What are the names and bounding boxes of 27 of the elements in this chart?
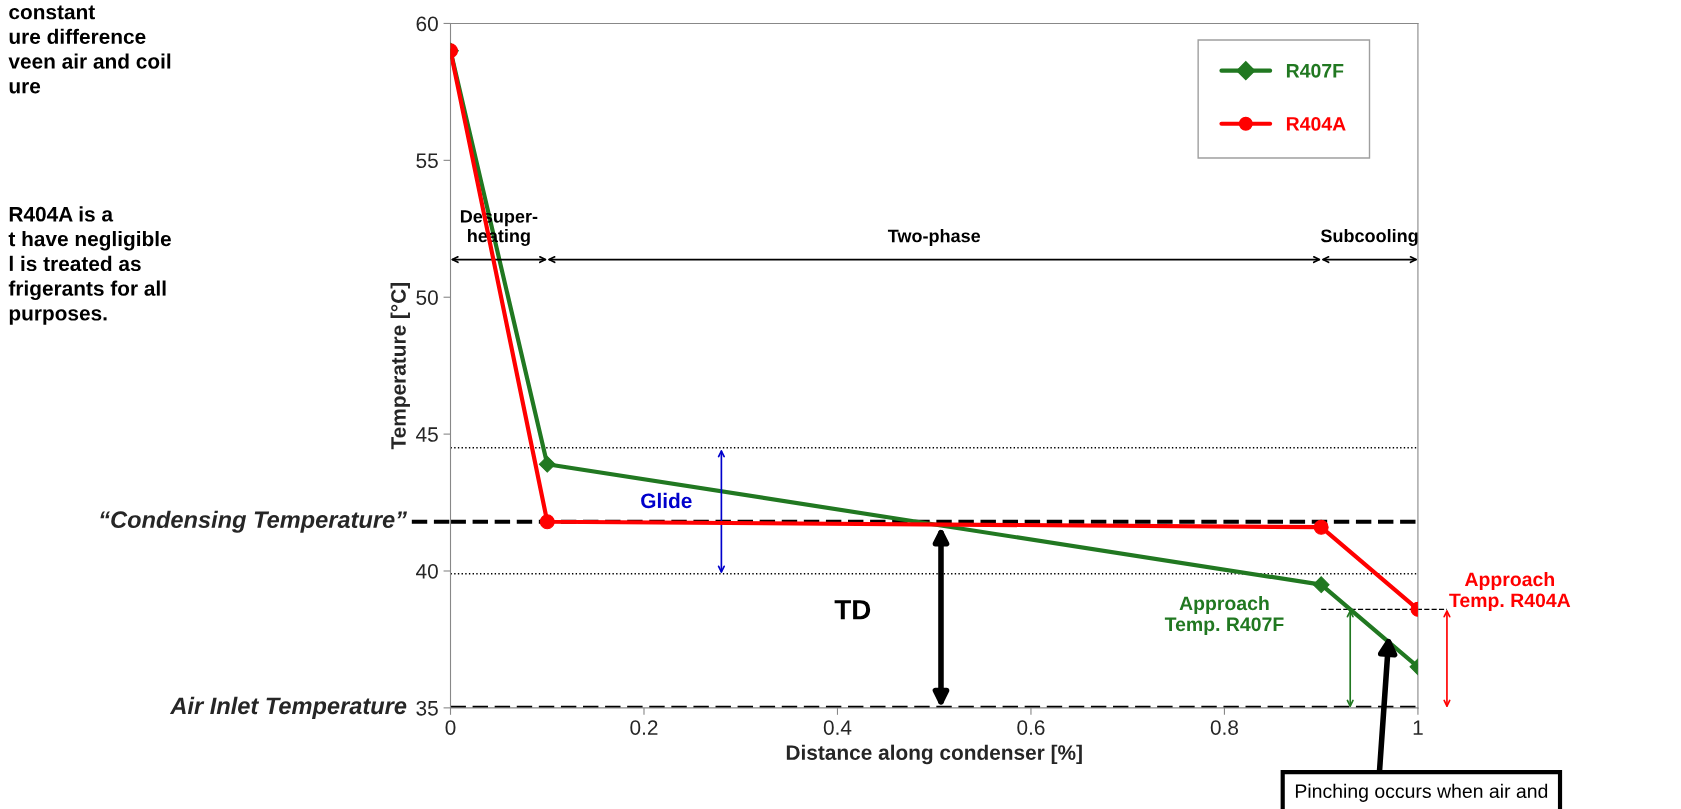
annotation: Subcooling	[1320, 228, 1418, 246]
x-tick-label: 0.8	[1210, 720, 1239, 735]
y-tick-label: 50	[416, 290, 438, 305]
y-tick-label: 55	[416, 153, 438, 169]
y-tick-label: 45	[416, 427, 438, 442]
annotation: TD	[834, 600, 871, 620]
annotation: Approach Temp. R407F	[1164, 595, 1284, 636]
y-tick-label: 35	[416, 700, 438, 716]
y-tick-label: 60	[416, 16, 438, 32]
y-axis-title: Temperature [°C]	[390, 282, 410, 450]
ref-line-label: Air Inlet Temperature	[169, 696, 407, 719]
x-tick-label: 0.4	[823, 720, 852, 735]
x-tick-label: 0.6	[1017, 720, 1045, 735]
legend-label: R404A	[1286, 117, 1346, 131]
text: Pinching occurs when air and	[1295, 783, 1548, 802]
text: constant ure difference veen air and coil ure	[8, 5, 171, 94]
text: Approach Temp. R404A	[1449, 571, 1571, 612]
legend-label: R407F	[1286, 63, 1344, 78]
x-tick-label: 0.2	[630, 720, 658, 735]
x-axis-title: Distance along condenser [%]	[786, 744, 1082, 765]
y-tick-label: 40	[416, 563, 438, 579]
x-tick-label: 1	[1413, 720, 1423, 735]
x-tick-label: 0	[445, 720, 456, 735]
ref-line-label: “Condensing Temperature”	[100, 510, 407, 533]
annotation: Two-phase	[887, 229, 981, 246]
annotation: Glide	[641, 492, 692, 509]
text: R404A is a t have negligible l is treated as frigerants for all purposes.	[8, 206, 171, 325]
